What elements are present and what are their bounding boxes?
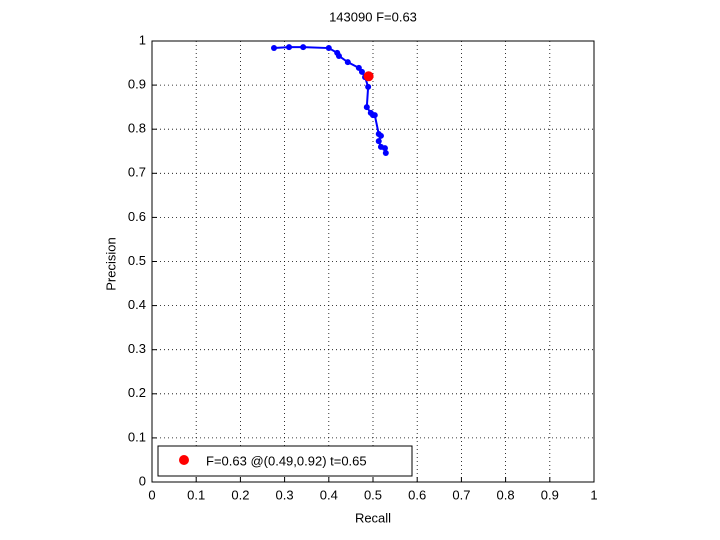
marker: [363, 104, 370, 111]
marker: [335, 52, 342, 59]
legend-box: [157, 445, 413, 477]
x-tick-label: 0: [148, 487, 155, 502]
y-axis-label: Precision: [103, 237, 118, 290]
x-tick-label: 0.3: [276, 487, 294, 502]
y-tick-label: 0.1: [128, 429, 146, 444]
x-tick-label: 0.9: [541, 487, 559, 502]
x-axis-label: Recall: [355, 510, 391, 525]
y-tick-label: 0.6: [128, 209, 146, 224]
x-tick-label: 0.4: [320, 487, 338, 502]
y-tick-label: 0.3: [128, 341, 146, 356]
legend: F=0.63 @(0.49,0.92) t=0.65: [157, 445, 413, 477]
marker: [300, 44, 307, 51]
marker: [344, 59, 351, 66]
marker: [286, 44, 293, 51]
x-tick-label: 0.8: [497, 487, 515, 502]
y-tick-label: 0.4: [128, 297, 146, 312]
marker: [371, 112, 378, 119]
legend-label: F=0.63 @(0.49,0.92) t=0.65: [206, 453, 367, 468]
marker: [382, 150, 389, 157]
marker: [358, 68, 365, 75]
marker: [375, 138, 382, 145]
y-tick-label: 0.2: [128, 385, 146, 400]
marker: [270, 45, 277, 52]
marker: [365, 83, 372, 90]
y-tick-label: 0.7: [128, 165, 146, 180]
y-tick-label: 1: [139, 32, 146, 47]
x-tick-label: 0.7: [452, 487, 470, 502]
marker: [377, 132, 384, 139]
x-tick-label: 0.6: [408, 487, 426, 502]
marker: [381, 145, 388, 152]
x-tick-label: 0.1: [187, 487, 205, 502]
x-tick-label: 0.2: [231, 487, 249, 502]
y-tick-label: 0: [139, 473, 146, 488]
x-tick-label: 0.5: [364, 487, 382, 502]
point: [363, 71, 374, 82]
y-tick-label: 0.9: [128, 77, 146, 92]
chart-title: 143090 F=0.63: [329, 9, 417, 24]
legend-marker: [179, 455, 189, 465]
marker: [325, 45, 332, 52]
x-tick-label: 1: [590, 487, 597, 502]
y-tick-label: 0.8: [128, 121, 146, 136]
y-tick-label: 0.5: [128, 253, 146, 268]
